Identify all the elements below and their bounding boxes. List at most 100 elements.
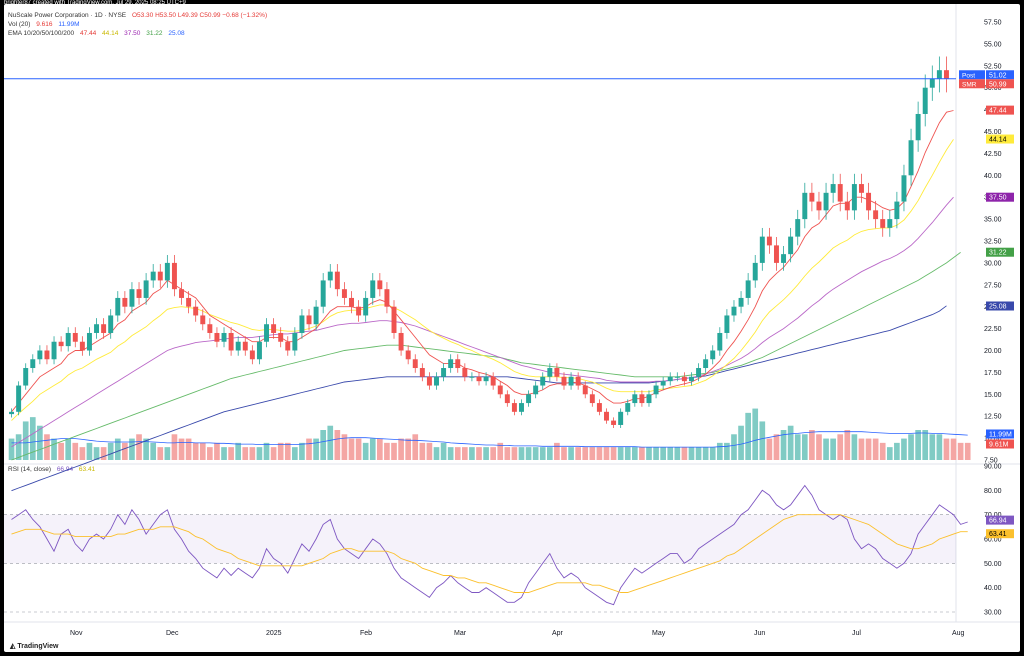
candle-body [561, 376, 567, 386]
volume-bar [93, 447, 100, 460]
volume-bar [688, 447, 695, 460]
candle-body [108, 315, 114, 333]
chart-panel[interactable]: NuScale Power Corporation · 1D · NYSE O5… [4, 4, 1020, 652]
candle-body [703, 359, 709, 369]
volume-bar [546, 447, 553, 460]
candle-body [759, 236, 765, 263]
ema50-value: 37.50 [124, 30, 141, 37]
candle-body [334, 271, 340, 290]
volume-bar [695, 447, 702, 460]
candle-body [511, 403, 517, 412]
volume-bar [568, 447, 574, 460]
ema50-line [11, 196, 954, 448]
volume-bar [178, 438, 185, 460]
candle-body [781, 254, 787, 263]
candle-body [880, 219, 886, 228]
rsi-label: RSI (14, close) [8, 466, 51, 473]
price-tick-label: 27.50 [984, 282, 1002, 289]
price-tag-value: 31.22 [989, 250, 1007, 257]
candle-body [150, 271, 156, 281]
volume-bar [816, 434, 822, 460]
price-tag-value: 9.61M [989, 442, 1009, 449]
candle-body [943, 70, 949, 79]
candle-body [412, 359, 418, 369]
volume-bar [589, 447, 596, 460]
volume-bar [100, 447, 107, 460]
price-tag-label-bg [959, 70, 985, 80]
volume-bar [490, 447, 496, 460]
volume-bar [58, 442, 64, 460]
rsi-line [11, 484, 968, 606]
candle-body [696, 368, 702, 377]
ema-legend: EMA 10/20/50/100/200 47.44 44.14 37.50 3… [8, 30, 189, 37]
candle-body [618, 411, 624, 425]
candle-body [193, 306, 199, 316]
ema-label: EMA 10/20/50/100/200 [8, 30, 75, 37]
volume-bar [561, 447, 567, 460]
volume-bar [242, 447, 249, 460]
time-axis-label: Nov [70, 630, 83, 637]
candle-body [547, 368, 553, 377]
candle-body [681, 376, 687, 382]
volume-bar [794, 434, 801, 460]
candle-body [143, 280, 149, 298]
price-tag: 9.61M [986, 439, 1014, 449]
volume-bar [192, 442, 199, 460]
volume-bar [957, 442, 964, 460]
price-tag-bg [986, 134, 1014, 144]
candle-body [519, 403, 524, 412]
price-tick-label: 35.00 [984, 217, 1002, 224]
candle-body [844, 201, 850, 211]
candle-body [795, 219, 801, 237]
candle-body [837, 184, 843, 202]
price-tag: 47.44 [986, 105, 1014, 115]
candle-body [646, 394, 652, 404]
candle-body [894, 201, 900, 220]
price-tick-label: 42.50 [984, 151, 1002, 158]
volume-bar [228, 447, 234, 460]
price-tag-value: 47.44 [989, 108, 1007, 115]
candle-body [207, 324, 213, 333]
time-axis-label: Feb [360, 630, 372, 637]
rsi-tick-label: 90.00 [984, 464, 1002, 471]
chart-svg[interactable]: 7.5010.0012.5015.0017.5020.0022.5025.002… [4, 4, 1020, 652]
volume-bar [596, 447, 603, 460]
candle-body [313, 306, 319, 325]
ema200-value: 25.08 [168, 30, 185, 37]
rsi-legend: RSI (14, close) 66.94 63.41 [8, 466, 99, 473]
volume-bar [518, 447, 525, 460]
candle-body [349, 297, 354, 307]
candle-body [164, 262, 170, 281]
volume-bar [943, 438, 950, 460]
volume-bar [185, 438, 192, 460]
volume-bar [539, 447, 546, 460]
candle-body [271, 324, 277, 333]
price-tick-label: 52.50 [984, 63, 1002, 70]
volume-bar [369, 438, 376, 460]
price-tag-bg [986, 247, 1014, 257]
candle-body [922, 87, 928, 114]
volume-bar [844, 430, 851, 460]
price-tag-value: 44.14 [989, 137, 1007, 144]
rsi-tick-label: 80.00 [984, 488, 1002, 495]
candle-body [936, 70, 942, 79]
volume-bar [702, 447, 709, 460]
volume-bar [886, 447, 893, 460]
rsi-ma-value: 63.41 [78, 466, 96, 473]
volume-bar [136, 434, 142, 460]
volume-bar [766, 438, 773, 460]
candle-body [660, 381, 666, 386]
volume-bar [575, 447, 581, 460]
price-tag-bg [986, 439, 1014, 449]
volume-bar [610, 447, 617, 460]
volume-bar [377, 438, 383, 460]
candle-body [639, 394, 645, 404]
ema200-line [11, 305, 947, 492]
candle-body [292, 332, 298, 351]
candle-body [391, 306, 397, 333]
volume-bar [51, 438, 57, 460]
price-tag-bg [986, 105, 1014, 115]
candle-body [320, 280, 326, 307]
volume-bar [256, 447, 263, 460]
volume-bar [667, 447, 674, 460]
